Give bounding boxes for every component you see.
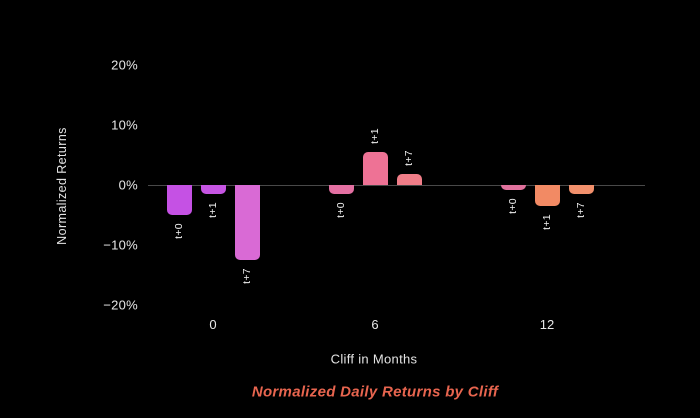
y-tick-label: 0% — [118, 177, 138, 193]
y-tick-label: 10% — [111, 117, 138, 133]
bar-label: t+1 — [198, 195, 228, 225]
bar-label: t+0 — [164, 216, 194, 246]
bar-label: t+7 — [566, 195, 596, 225]
bar-label: t+1 — [532, 207, 562, 237]
bar-label-text: t+7 — [240, 268, 253, 285]
y-tick-label: 20% — [111, 57, 138, 73]
bar — [396, 174, 422, 185]
bar-label-text: t+0 — [506, 197, 519, 214]
bar-label-text: t+7 — [574, 202, 587, 218]
y-tick-label: −20% — [103, 297, 138, 313]
bar-label-text: t+0 — [334, 202, 347, 218]
bar-label-text: t+0 — [172, 223, 185, 239]
bar-label: t+7 — [232, 261, 262, 291]
x-tick-label: 12 — [539, 317, 555, 332]
zero-gridline — [148, 185, 645, 186]
bar-label: t+1 — [360, 121, 390, 151]
chart-title: Normalized Daily Returns by Cliff — [251, 383, 499, 401]
bar — [234, 185, 260, 261]
bar — [328, 185, 354, 195]
x-tick-label: 0 — [209, 317, 217, 332]
bar — [200, 185, 226, 195]
x-axis-title: Cliff in Months — [330, 351, 418, 367]
bar-label-text: t+1 — [540, 214, 553, 230]
y-tick-label: −10% — [103, 237, 138, 253]
x-tick-label: 6 — [371, 317, 379, 332]
bar — [362, 151, 388, 185]
bar-label-text: t+1 — [368, 127, 381, 144]
bar — [568, 185, 594, 195]
bar — [500, 185, 526, 190]
bar-label-text: t+1 — [206, 202, 219, 218]
y-axis-title: Normalized Returns — [55, 127, 69, 245]
bar-label: t+0 — [326, 195, 356, 225]
bar-label: t+7 — [394, 143, 424, 173]
bar-label: t+0 — [498, 191, 528, 221]
bar — [534, 185, 560, 207]
bar-label-text: t+7 — [402, 150, 415, 167]
bar — [166, 185, 192, 216]
